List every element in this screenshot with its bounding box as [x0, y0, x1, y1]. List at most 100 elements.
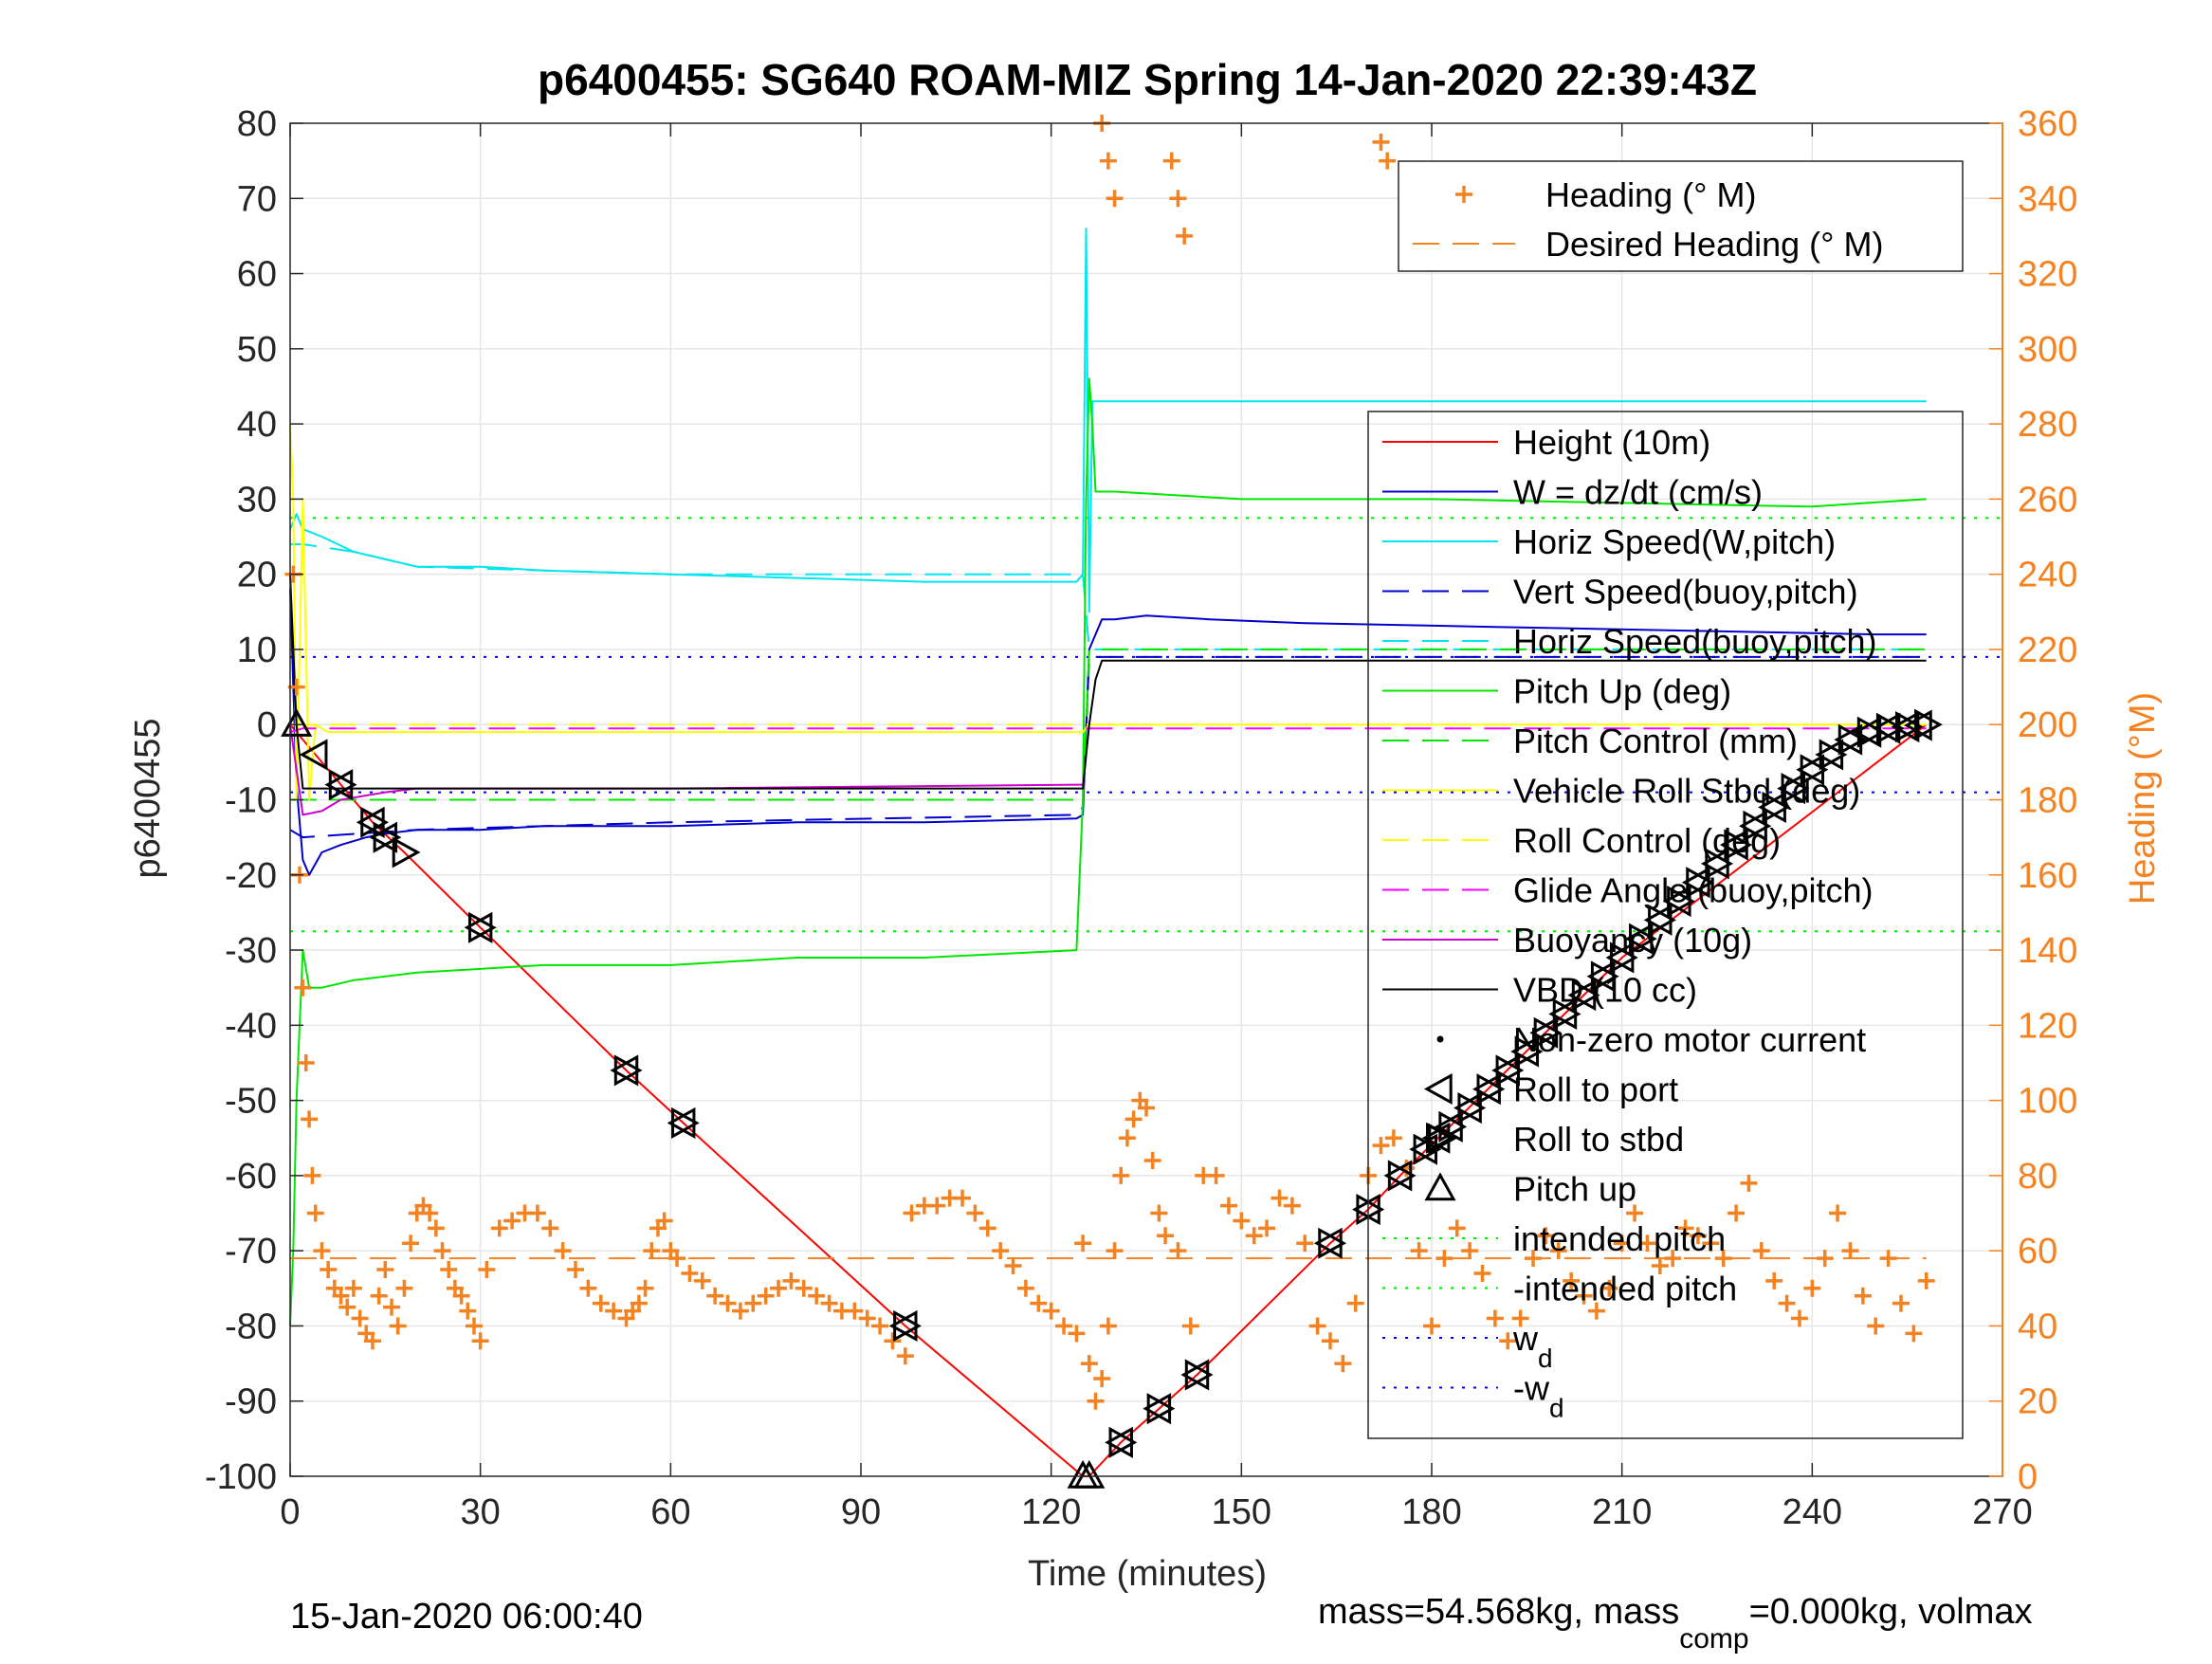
- roll-to-stbd-marker: [671, 1106, 700, 1139]
- roll-to-stbd-marker: [1894, 711, 1924, 743]
- heading-point: [966, 1204, 984, 1222]
- heading-point: [1499, 1332, 1517, 1350]
- heading-point: [313, 1242, 331, 1260]
- heading-point: [1106, 1242, 1124, 1260]
- roll-to-stbd-marker: [1318, 1227, 1347, 1259]
- y-tick-label-left: -70: [225, 1232, 277, 1271]
- x-tick-label: 90: [841, 1492, 881, 1532]
- heading-point: [1448, 1219, 1466, 1237]
- y-tick-label-left: 10: [237, 631, 277, 670]
- legend-main-label: Pitch Up (deg): [1513, 672, 1731, 711]
- y-tick-label-left: -40: [225, 1006, 277, 1046]
- heading-point: [1765, 1271, 1783, 1289]
- y-tick-label-left: -80: [225, 1307, 277, 1346]
- heading-point: [1106, 190, 1124, 208]
- heading-point: [1099, 1317, 1117, 1335]
- chart-title: p6400455: SG640 ROAM-MIZ Spring 14-Jan-2…: [538, 55, 1757, 104]
- heading-point: [706, 1287, 724, 1305]
- roll-to-stbd-marker: [1476, 1073, 1506, 1106]
- legend-top-label: Heading (° M): [1545, 175, 1756, 214]
- series-vehicle-roll-stbd-deg: [289, 424, 1927, 801]
- heading-point: [1379, 152, 1397, 170]
- heading-point: [465, 1317, 483, 1335]
- y-tick-label-right: 60: [2018, 1232, 2057, 1271]
- y-tick-label-right: 240: [2018, 556, 2077, 595]
- y-tick-label-right: 220: [2018, 631, 2077, 670]
- heading-point: [643, 1242, 661, 1260]
- roll-to-stbd-marker: [1800, 754, 1829, 786]
- series-horiz-speed-w-pitch: [289, 228, 1927, 613]
- heading-point: [1511, 1309, 1529, 1327]
- heading-point: [1740, 1174, 1758, 1192]
- legend-main: Height (10m) W = dz/dt (cm/s) Horiz Speed(…: [1367, 411, 1964, 1439]
- legend-main-label: Vert Speed(buoy,pitch): [1513, 573, 1858, 612]
- roll-to-stbd-marker: [1875, 712, 1905, 744]
- heading-point: [1112, 1166, 1130, 1184]
- roll-to-stbd-marker: [1609, 942, 1638, 974]
- roll-to-stbd-marker: [1590, 960, 1619, 993]
- y-tick-label-left: 60: [237, 255, 277, 295]
- roll-to-port-marker: [299, 739, 328, 771]
- x-axis-label: Time (minutes): [1028, 1554, 1267, 1594]
- heading-point: [896, 1347, 914, 1365]
- x-tick-label: 30: [461, 1492, 501, 1532]
- heading-point: [1676, 1219, 1694, 1237]
- heading-point: [1613, 1234, 1631, 1253]
- y-tick-label-left: 70: [237, 179, 277, 219]
- heading-point: [528, 1204, 546, 1222]
- legend-top: Heading (° M) Desired Heading (° M): [1398, 160, 1964, 272]
- legend-main-label: Roll Control (deg): [1513, 821, 1781, 860]
- heading-point: [1752, 1242, 1770, 1260]
- y-tick-label-left: -50: [225, 1082, 277, 1122]
- footer-mass-text: mass=54.568kg, mass: [1318, 1592, 1679, 1632]
- roll-to-stbd-marker: [1571, 979, 1600, 1012]
- heading-point: [1087, 1392, 1105, 1410]
- heading-point: [1651, 1257, 1669, 1275]
- heading-point: [1549, 1242, 1567, 1260]
- roll-to-stbd-marker: [893, 1309, 922, 1342]
- heading-point: [1169, 190, 1187, 208]
- y-tick-label-left: -20: [225, 856, 277, 896]
- heading-point: [303, 1166, 321, 1184]
- axes-layer: 0 30 60 90 120 150 180 210 240 270 80 70 60 50 40 30 20 1…: [205, 104, 2077, 1532]
- heading-point: [338, 1298, 356, 1316]
- legend-main-label: Pitch up: [1513, 1170, 1636, 1209]
- series-vert-speed-buoy-pitch: [289, 655, 1927, 839]
- y-tick-label-left: 20: [237, 556, 277, 595]
- roll-to-stbd-marker: [1514, 1035, 1544, 1068]
- roll-to-stbd-marker: [1837, 723, 1867, 756]
- legend-main-label: -intended pitch: [1513, 1270, 1737, 1308]
- heading-point: [440, 1260, 458, 1278]
- x-tick-label: 60: [650, 1492, 690, 1532]
- heading-point: [1143, 1152, 1161, 1170]
- legend-main-label-subscript: d: [1549, 1394, 1564, 1423]
- y-tick-label-left: 40: [237, 405, 277, 445]
- footer-mass-sub: comp: [1679, 1623, 1748, 1655]
- x-tick-label: 0: [280, 1492, 300, 1532]
- roll-to-port-marker: [1903, 709, 1932, 741]
- heading-point: [471, 1332, 489, 1350]
- heading-point: [655, 1212, 673, 1230]
- heading-point: [1169, 1242, 1187, 1260]
- series-heading-m: [284, 115, 1935, 1410]
- footer-timestamp: 15-Jan-2020 06:00:40: [290, 1597, 643, 1637]
- legend-main-label: Height (10m): [1513, 423, 1710, 462]
- roll-to-stbd-marker: [1438, 1110, 1468, 1143]
- heading-point: [1308, 1317, 1326, 1335]
- roll-to-stbd-marker: [467, 911, 497, 943]
- heading-point: [1778, 1294, 1796, 1312]
- heading-point: [681, 1264, 699, 1282]
- heading-point: [478, 1260, 496, 1278]
- y-tick-label-right: 120: [2018, 1006, 2077, 1046]
- footer-mass-info: mass=54.568kg, masscomp=0.000kg, volmax: [1318, 1592, 2033, 1655]
- series-vbd-10-cc: [289, 574, 1927, 790]
- heading-point: [592, 1294, 610, 1312]
- heading-point: [1118, 1129, 1136, 1147]
- heading-point: [1575, 1287, 1593, 1305]
- heading-point: [389, 1317, 407, 1335]
- roll-to-stbd-marker: [1914, 708, 1943, 741]
- legend-top-label: Desired Heading (° M): [1545, 225, 1884, 264]
- heading-point: [1917, 1271, 1935, 1289]
- heading-point: [490, 1219, 508, 1237]
- footer-mass-rest: =0.000kg, volmax: [1749, 1592, 2033, 1632]
